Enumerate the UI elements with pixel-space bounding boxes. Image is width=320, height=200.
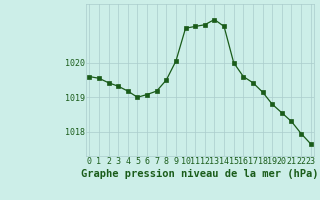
X-axis label: Graphe pression niveau de la mer (hPa): Graphe pression niveau de la mer (hPa) (81, 169, 319, 179)
